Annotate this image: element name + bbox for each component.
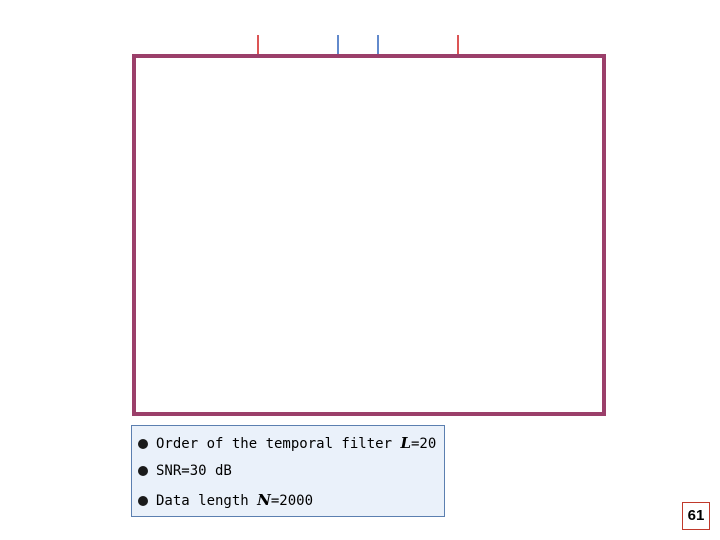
note-filter-order-var: L bbox=[400, 434, 411, 452]
note-data-length: Data length N=2000 bbox=[138, 491, 313, 509]
bullet-icon bbox=[138, 439, 148, 449]
note-data-length-text: Data length bbox=[156, 493, 258, 509]
note-filter-order: Order of the temporal filter L=20 bbox=[138, 434, 436, 452]
simulation-notes: Order of the temporal filter L=20 SNR=30… bbox=[131, 425, 445, 517]
note-filter-order-value: =20 bbox=[410, 436, 437, 452]
note-data-length-var: N bbox=[257, 491, 271, 509]
note-data-length-value: =2000 bbox=[270, 493, 314, 509]
bullet-icon bbox=[138, 496, 148, 506]
bullet-icon bbox=[138, 466, 148, 476]
page-number: 61 bbox=[682, 502, 710, 530]
note-filter-order-text: Order of the temporal filter bbox=[156, 436, 401, 452]
note-snr-text: SNR=30 dB bbox=[156, 463, 232, 479]
chart-frame bbox=[132, 54, 606, 416]
note-snr: SNR=30 dB bbox=[138, 463, 232, 479]
